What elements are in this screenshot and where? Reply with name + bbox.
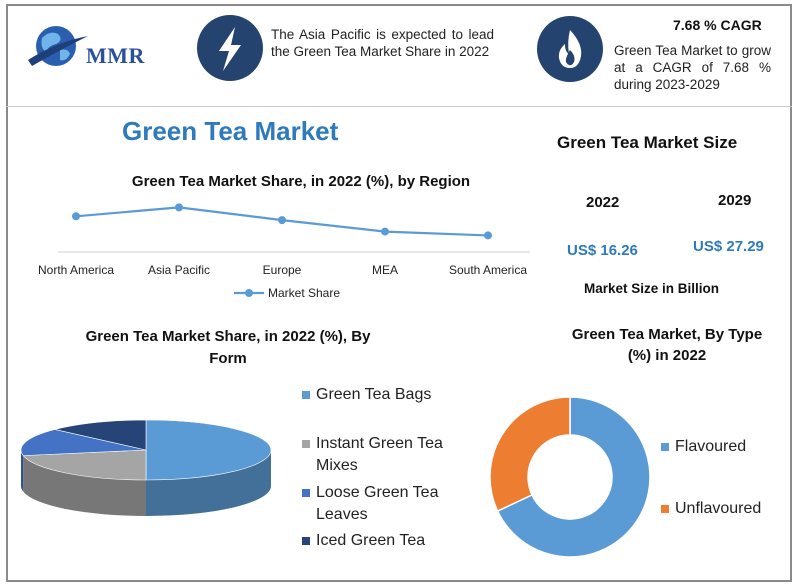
legend-label-type-0: Flavoured bbox=[675, 438, 747, 455]
legend-swatch-type-0 bbox=[661, 443, 669, 451]
x-tick-label: MEA bbox=[372, 263, 398, 277]
legend-swatch-3 bbox=[302, 537, 310, 545]
data-point-3 bbox=[381, 227, 389, 236]
legend-swatch-type-1 bbox=[661, 505, 669, 513]
market-size-year-2022: 2022 bbox=[586, 194, 620, 211]
data-point-2 bbox=[278, 216, 286, 225]
pie-slice-1 bbox=[22, 449, 147, 481]
flame-icon bbox=[537, 16, 603, 82]
main-title: Green Tea Market bbox=[122, 116, 339, 146]
type-donut-chart bbox=[489, 396, 651, 558]
form-chart-title: Green Tea Market Share, in 2022 (%), By … bbox=[85, 328, 371, 367]
data-point-4 bbox=[484, 231, 492, 240]
infographic-frame bbox=[6, 4, 792, 582]
legend-label-1: Instant Green Tea Mixes bbox=[316, 435, 443, 474]
pie-slice-0 bbox=[145, 419, 272, 481]
x-tick-label: North America bbox=[38, 263, 114, 277]
x-tick-label: South America bbox=[449, 263, 527, 277]
donut-slice-1 bbox=[489, 396, 571, 513]
x-tick-label: Europe bbox=[263, 263, 302, 277]
market-size-footnote: Market Size in Billion bbox=[584, 281, 720, 296]
donut-slice-0 bbox=[496, 396, 651, 558]
globe-icon bbox=[28, 26, 88, 66]
region-lead-text: The Asia Pacific is expected to lead the… bbox=[271, 27, 494, 59]
region-line-chart: North America Asia Pacific Europe MEA South … bbox=[38, 203, 530, 300]
legend-label: Market Share bbox=[268, 286, 340, 300]
legend-swatch-1 bbox=[302, 440, 310, 448]
legend-label-2: Loose Green Tea Leaves bbox=[316, 484, 439, 523]
x-tick-label: Asia Pacific bbox=[148, 263, 210, 277]
legend-marker bbox=[245, 289, 253, 297]
line-chart-title: Green Tea Market Share, in 2022 (%), by … bbox=[131, 173, 471, 190]
data-point-1 bbox=[175, 203, 183, 212]
pie-slice-3 bbox=[54, 419, 147, 451]
header-divider bbox=[6, 106, 792, 107]
pie-side-0 bbox=[146, 450, 271, 516]
data-point-0 bbox=[72, 212, 80, 221]
cagr-text: Green Tea Market to grow at a CAGR of 7.… bbox=[614, 43, 771, 92]
logo-text: MMR bbox=[86, 43, 145, 68]
pie-side-2 bbox=[21, 450, 24, 492]
legend-label-3: Iced Green Tea bbox=[316, 532, 426, 549]
market-size-title: Green Tea Market Size bbox=[557, 133, 738, 152]
pie-side-1 bbox=[23, 455, 146, 516]
legend-swatch-0 bbox=[302, 391, 310, 399]
legend-label-0: Green Tea Bags bbox=[316, 386, 432, 403]
market-size-value-2022: US$ 16.26 bbox=[567, 242, 638, 259]
market-size-year-2029: 2029 bbox=[718, 192, 752, 209]
type-chart-title: Green Tea Market, By Type (%) in 2022 bbox=[571, 326, 763, 364]
cagr-title: 7.68 % CAGR bbox=[673, 17, 762, 33]
legend-label-type-1: Unflavoured bbox=[675, 500, 762, 517]
bolt-icon bbox=[197, 15, 263, 81]
form-pie-chart bbox=[20, 419, 272, 516]
market-size-value-2029: US$ 27.29 bbox=[693, 238, 764, 255]
pie-slice-2 bbox=[20, 429, 147, 456]
legend-swatch-2 bbox=[302, 489, 310, 497]
